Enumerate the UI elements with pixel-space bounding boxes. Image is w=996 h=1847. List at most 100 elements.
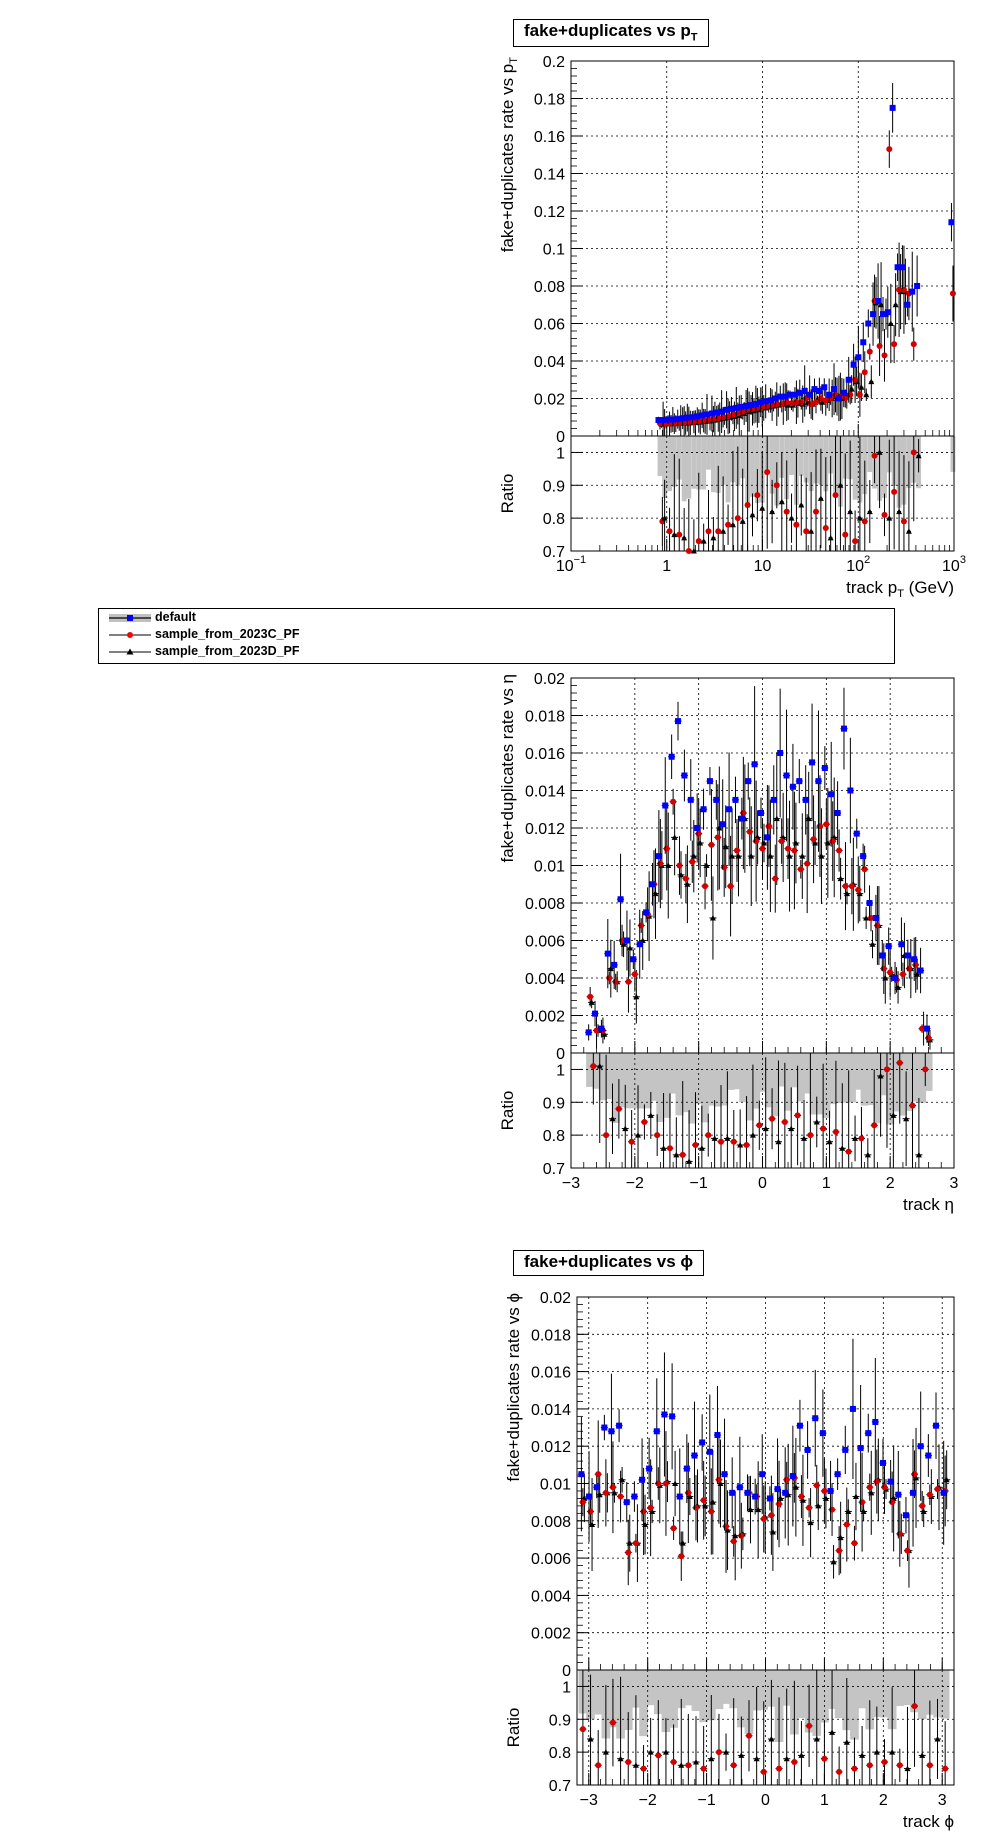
ratio-marker-triangle	[839, 1145, 846, 1151]
ratio-band-bin	[726, 1053, 735, 1090]
legend-marker-default	[109, 614, 151, 622]
marker-triangle	[868, 378, 875, 385]
marker-circle	[829, 1506, 836, 1513]
data-point-default	[914, 255, 921, 317]
ratio-y-tick-label: 1	[556, 445, 565, 462]
ratio-marker-triangle	[647, 1749, 654, 1755]
data-point-default	[923, 1014, 931, 1043]
data-point-sample-from-2023C-PF	[797, 859, 805, 879]
ratio-band-bin	[740, 436, 746, 479]
ratio-band-bin	[725, 436, 731, 503]
marker-circle	[873, 1478, 880, 1485]
marker-circle	[881, 352, 888, 359]
ratio-point-sample-from-2023C-PF	[602, 1054, 610, 1168]
y-tick-label: 0.018	[525, 709, 565, 726]
ratio-marker-circle	[685, 548, 692, 554]
data-point-sample-from-2023C-PF	[881, 329, 888, 382]
ratio-marker-circle	[579, 1726, 586, 1733]
marker-square	[842, 1446, 849, 1453]
x-axis-label-1: track η	[903, 1195, 954, 1214]
data-point-sample-from-2023C-PF	[784, 818, 792, 879]
ratio-point-sample-from-2023C-PF	[871, 436, 878, 484]
marker-circle	[856, 391, 863, 398]
ratio-marker-circle	[781, 1119, 788, 1125]
ratio-point-sample-from-2023D-PF	[617, 1676, 625, 1785]
marker-square	[821, 384, 828, 391]
marker-circle	[889, 1499, 896, 1506]
marker-square	[758, 810, 764, 816]
data-point-default	[860, 322, 867, 363]
ratio-point-sample-from-2023C-PF	[941, 1721, 949, 1785]
marker-square	[815, 778, 822, 785]
ratio-band-bin	[815, 1053, 824, 1115]
data-point-default	[668, 1363, 676, 1470]
ratio-band-bin	[598, 1053, 607, 1101]
ratio-band-bin	[758, 1053, 767, 1092]
marker-square	[889, 104, 896, 111]
marker-circle	[670, 1525, 677, 1532]
data-point-default	[802, 765, 810, 835]
marker-square	[718, 408, 725, 415]
ratio-point-sample-from-2023D-PF	[873, 1706, 881, 1785]
marker-circle	[919, 1502, 926, 1509]
data-point-default	[796, 379, 803, 407]
marker-circle	[949, 290, 956, 297]
marker-square	[766, 1495, 773, 1502]
legend-marker-2023D	[109, 648, 151, 655]
marker-circle	[662, 1480, 669, 1487]
marker-circle	[861, 369, 868, 376]
marker-square	[757, 399, 764, 406]
ratio-band-bin	[643, 1053, 652, 1109]
marker-square	[847, 787, 854, 794]
ratio-point-sample-from-2023D-PF	[681, 508, 688, 551]
ratio-point-sample-from-2023C-PF	[715, 465, 722, 551]
data-point-sample-from-2023C-PF	[835, 829, 843, 872]
ratio-point-sample-from-2023C-PF	[909, 1053, 917, 1168]
data-point-sample-from-2023C-PF	[813, 1464, 821, 1506]
marker-square	[774, 1486, 781, 1493]
ratio-marker-triangle	[759, 505, 766, 511]
marker-circle	[876, 343, 883, 349]
marker-square	[723, 406, 730, 413]
ratio-point-sample-from-2023C-PF	[624, 1712, 632, 1785]
ratio-point-sample-from-2023C-PF	[852, 510, 859, 551]
data-point-default	[781, 1447, 789, 1539]
marker-square	[623, 937, 630, 944]
ratio-marker-triangle	[856, 515, 863, 521]
ratio-band-bin	[860, 1053, 869, 1106]
marker-circle	[866, 348, 873, 355]
ratio-band-bin	[822, 1053, 831, 1118]
ratio-marker-circle	[705, 528, 712, 535]
data-point-sample-from-2023D-PF	[837, 857, 845, 900]
marker-square	[729, 1489, 736, 1496]
ratio-point-sample-from-2023D-PF	[888, 1687, 896, 1785]
y-tick-label: 0.002	[525, 1009, 565, 1026]
chart-title-pt: fake+duplicates vs pT	[513, 19, 709, 48]
ratio-point-sample-from-2023D-PF	[647, 1091, 655, 1139]
ratio-marker-circle	[861, 518, 868, 525]
ratio-point-sample-from-2023C-PF	[805, 1684, 813, 1768]
x-tick-label: −1	[697, 1792, 715, 1809]
ratio-marker-triangle	[647, 1112, 654, 1118]
ratio-marker-circle	[654, 1132, 661, 1139]
ratio-point-sample-from-2023C-PF	[734, 446, 741, 551]
marker-square	[777, 393, 784, 400]
marker-triangle	[863, 391, 870, 398]
marker-square	[802, 796, 809, 803]
data-point-sample-from-2023D-PF	[868, 365, 875, 398]
data-point-default	[725, 752, 733, 867]
marker-square	[665, 416, 672, 423]
chart-title-pt-sub: T	[690, 31, 698, 44]
marker-circle	[685, 1489, 692, 1496]
ratio-marker-circle	[666, 1145, 673, 1152]
data-point-sample-from-2023C-PF	[760, 1485, 768, 1553]
ratio-point-sample-from-2023C-PF	[744, 436, 751, 551]
ratio-point-sample-from-2023C-PF	[745, 1700, 753, 1772]
marker-circle	[887, 969, 894, 976]
marker-square	[885, 943, 892, 950]
ratio-marker-triangle	[934, 1736, 941, 1742]
marker-triangle	[887, 320, 894, 326]
ratio-point-sample-from-2023C-PF	[806, 1053, 814, 1168]
ratio-band-bin	[895, 1670, 905, 1707]
data-point-default	[887, 1459, 895, 1504]
